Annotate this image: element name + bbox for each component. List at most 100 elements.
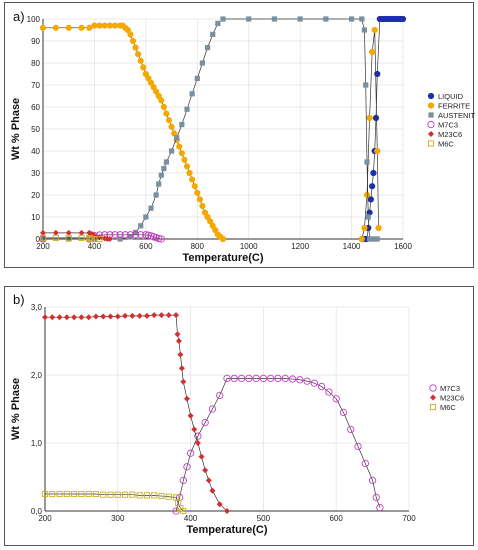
legend-entry: M6C [438, 140, 454, 149]
data-point [78, 234, 85, 241]
data-point [399, 15, 407, 23]
data-point [183, 463, 191, 471]
series-m23c6 [42, 312, 230, 514]
data-point [210, 31, 216, 37]
data-point [245, 374, 253, 383]
data-point [52, 229, 59, 236]
data-point [267, 374, 275, 383]
data-point [191, 426, 198, 433]
data-point [271, 16, 278, 22]
series-line [45, 314, 228, 512]
data-point [65, 234, 72, 241]
data-point [186, 169, 193, 177]
data-point [208, 405, 217, 413]
data-point [158, 492, 165, 500]
data-point [183, 395, 190, 402]
data-point [165, 312, 172, 319]
data-point [207, 218, 214, 225]
y-tick-label: 0 [36, 235, 41, 244]
data-point [129, 312, 136, 319]
data-point [147, 79, 155, 86]
data-point [204, 45, 211, 51]
legend-marker [428, 112, 434, 118]
data-point [145, 75, 152, 82]
data-point [186, 449, 195, 457]
data-point [181, 156, 188, 163]
data-point [129, 37, 137, 45]
y-tick-label: 10 [31, 213, 40, 222]
data-point [39, 234, 47, 241]
data-point [354, 442, 362, 451]
data-point [177, 351, 184, 358]
data-point [163, 110, 170, 117]
x-tick-label: 400 [88, 242, 102, 251]
data-point [339, 408, 348, 417]
x-tick-label: 400 [184, 514, 198, 523]
data-point [42, 314, 48, 321]
data-point [122, 491, 129, 498]
legend-entry: M23C6 [438, 130, 462, 139]
data-point [63, 314, 70, 321]
data-point [91, 22, 98, 29]
series-austenite [40, 16, 380, 242]
data-point [106, 236, 113, 242]
data-point [179, 476, 187, 485]
data-point [168, 123, 175, 130]
data-point [184, 106, 190, 112]
data-point [143, 312, 150, 319]
data-point [323, 16, 329, 22]
data-point [150, 84, 157, 91]
data-point [63, 490, 70, 498]
data-point [106, 22, 113, 29]
y-tick-label: 50 [31, 125, 40, 134]
data-point [174, 135, 180, 141]
data-point [101, 22, 108, 29]
grid [44, 306, 410, 512]
data-point [370, 169, 377, 177]
data-point [111, 231, 119, 239]
x-tick-label: 600 [330, 514, 344, 523]
data-point [127, 234, 134, 240]
data-point [191, 183, 198, 190]
legend-marker [430, 394, 436, 401]
data-point [189, 91, 195, 97]
chart-panel-a: 200 400 600 800 1000 1200 1400 1600 0 10 20 30 40 50 6… [4, 2, 475, 268]
data-point [219, 235, 227, 243]
data-point [176, 143, 183, 150]
legend-marker [427, 102, 435, 109]
data-point [372, 114, 380, 122]
data-point [158, 172, 164, 178]
y-tick-label: 3,0 [31, 303, 43, 312]
data-point [138, 223, 144, 229]
data-point [175, 338, 182, 344]
data-point [96, 235, 103, 243]
data-point [117, 236, 123, 242]
data-point [100, 491, 107, 498]
data-point [165, 493, 172, 500]
data-point [71, 314, 78, 321]
x-axis-title: Temperature(C) [186, 524, 267, 536]
y-tick-label: 20 [31, 191, 40, 200]
data-point [371, 26, 378, 34]
legend-entry: M7C3 [440, 384, 460, 393]
data-point [78, 24, 85, 31]
data-point [303, 377, 311, 385]
data-point [92, 490, 100, 498]
x-tick-label: 1400 [343, 242, 361, 251]
data-point [129, 491, 136, 498]
data-point [137, 231, 145, 239]
data-point [194, 440, 201, 446]
legend-marker [429, 403, 437, 411]
data-point [107, 313, 114, 320]
x-tick-label: 500 [257, 514, 271, 523]
data-point [348, 16, 355, 22]
data-point [52, 234, 59, 241]
data-point [374, 147, 381, 155]
data-point [148, 205, 154, 211]
data-point [202, 467, 209, 474]
data-point [49, 314, 56, 321]
legend-marker [427, 92, 435, 100]
data-point [180, 507, 187, 515]
data-point [153, 192, 159, 198]
data-point [65, 24, 72, 31]
